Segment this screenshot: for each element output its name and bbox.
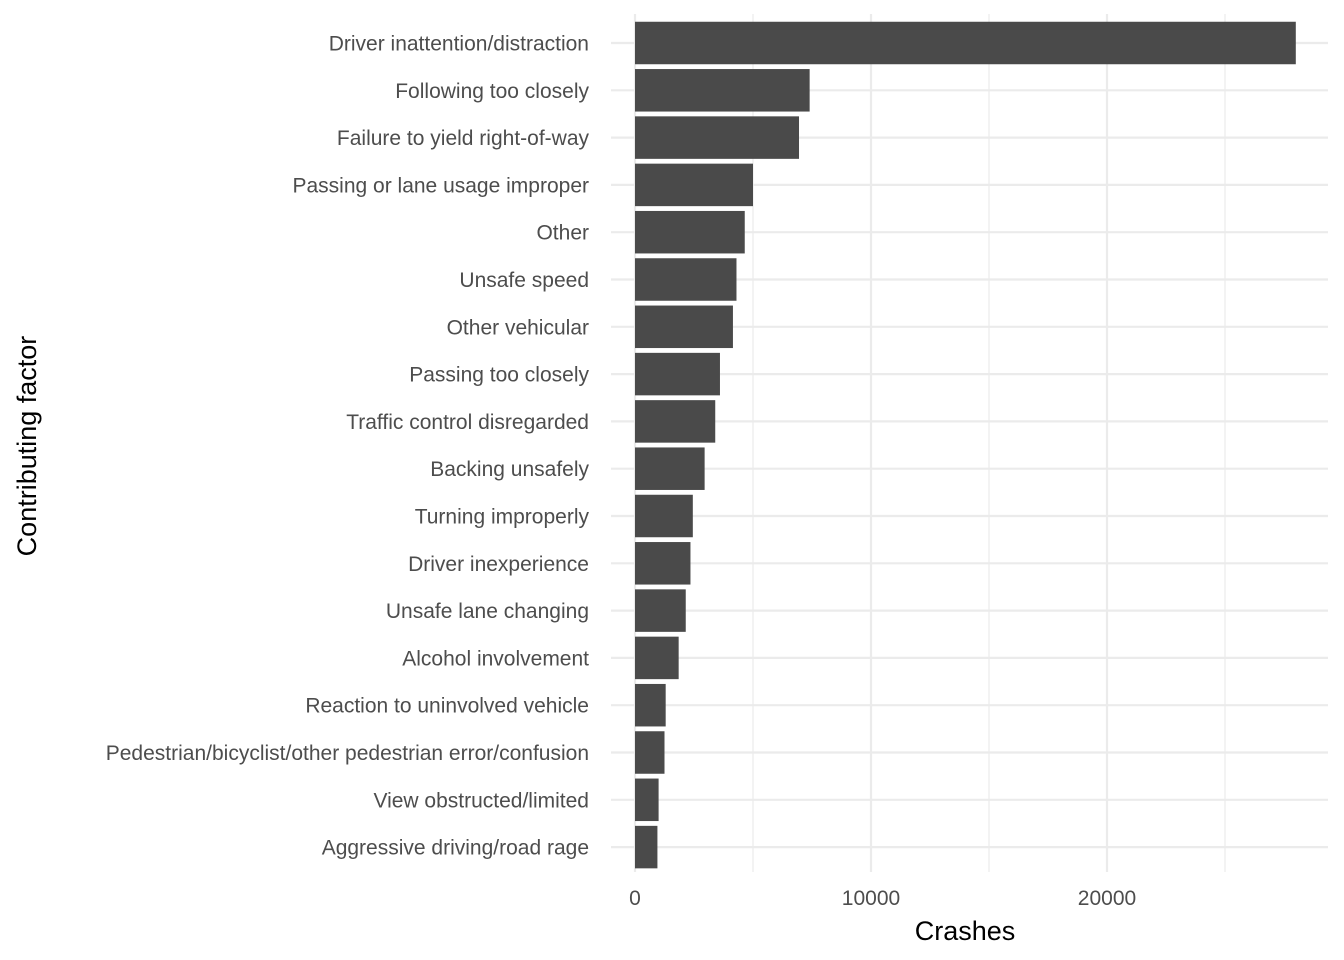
bar (635, 447, 705, 490)
y-tick-label: Alcohol involvement (402, 647, 589, 670)
y-tick-label: Passing or lane usage improper (292, 174, 589, 197)
y-tick-label: Following too closely (395, 80, 589, 103)
bar (635, 778, 659, 822)
y-tick-label: Other vehicular (447, 316, 589, 339)
y-tick-label: View obstructed/limited (373, 789, 589, 812)
y-axis-title: Contributing factor (12, 336, 42, 557)
y-tick-label: Driver inexperience (408, 553, 589, 576)
y-tick-label: Other (536, 222, 589, 245)
bar (635, 163, 753, 207)
x-axis-title: Crashes (915, 916, 1016, 946)
y-tick-label: Unsafe speed (459, 269, 589, 292)
y-tick-labels: Driver inattention/distraction Following … (106, 33, 590, 860)
bar (635, 352, 720, 396)
bar (635, 542, 691, 585)
bar (635, 69, 810, 112)
y-tick-label: Turning improperly (415, 506, 590, 529)
bar (635, 589, 686, 632)
y-tick-label: Aggressive driving/road rage (322, 837, 589, 860)
bar (635, 494, 693, 538)
y-tick-label: Failure to yield right-of-way (337, 127, 590, 150)
bar (635, 400, 716, 443)
bars (635, 21, 1296, 869)
y-tick-label: Backing unsafely (430, 458, 589, 481)
x-tick-label: 0 (629, 887, 641, 910)
y-tick-label: Traffic control disregarded (346, 411, 589, 434)
bar (635, 636, 679, 680)
bar (635, 21, 1296, 65)
bar (635, 683, 666, 727)
x-tick-labels: 0 10000 20000 (629, 887, 1136, 910)
x-tick-label: 10000 (842, 887, 900, 910)
bar (635, 116, 800, 159)
bar (635, 825, 658, 869)
x-tick-label: 20000 (1078, 887, 1136, 910)
bar (635, 210, 745, 254)
y-tick-label: Unsafe lane changing (386, 600, 589, 623)
y-tick-label: Reaction to uninvolved vehicle (305, 695, 589, 718)
bar (635, 305, 733, 349)
bar (635, 731, 665, 774)
y-tick-label: Driver inattention/distraction (329, 33, 589, 56)
bar (635, 258, 737, 301)
y-tick-label: Pedestrian/bicyclist/other pedestrian er… (106, 742, 589, 765)
y-tick-label: Passing too closely (409, 364, 589, 387)
